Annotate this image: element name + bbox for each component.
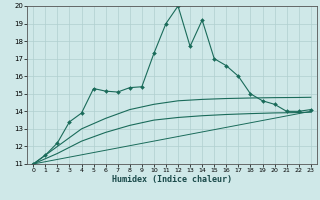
X-axis label: Humidex (Indice chaleur): Humidex (Indice chaleur) [112, 175, 232, 184]
